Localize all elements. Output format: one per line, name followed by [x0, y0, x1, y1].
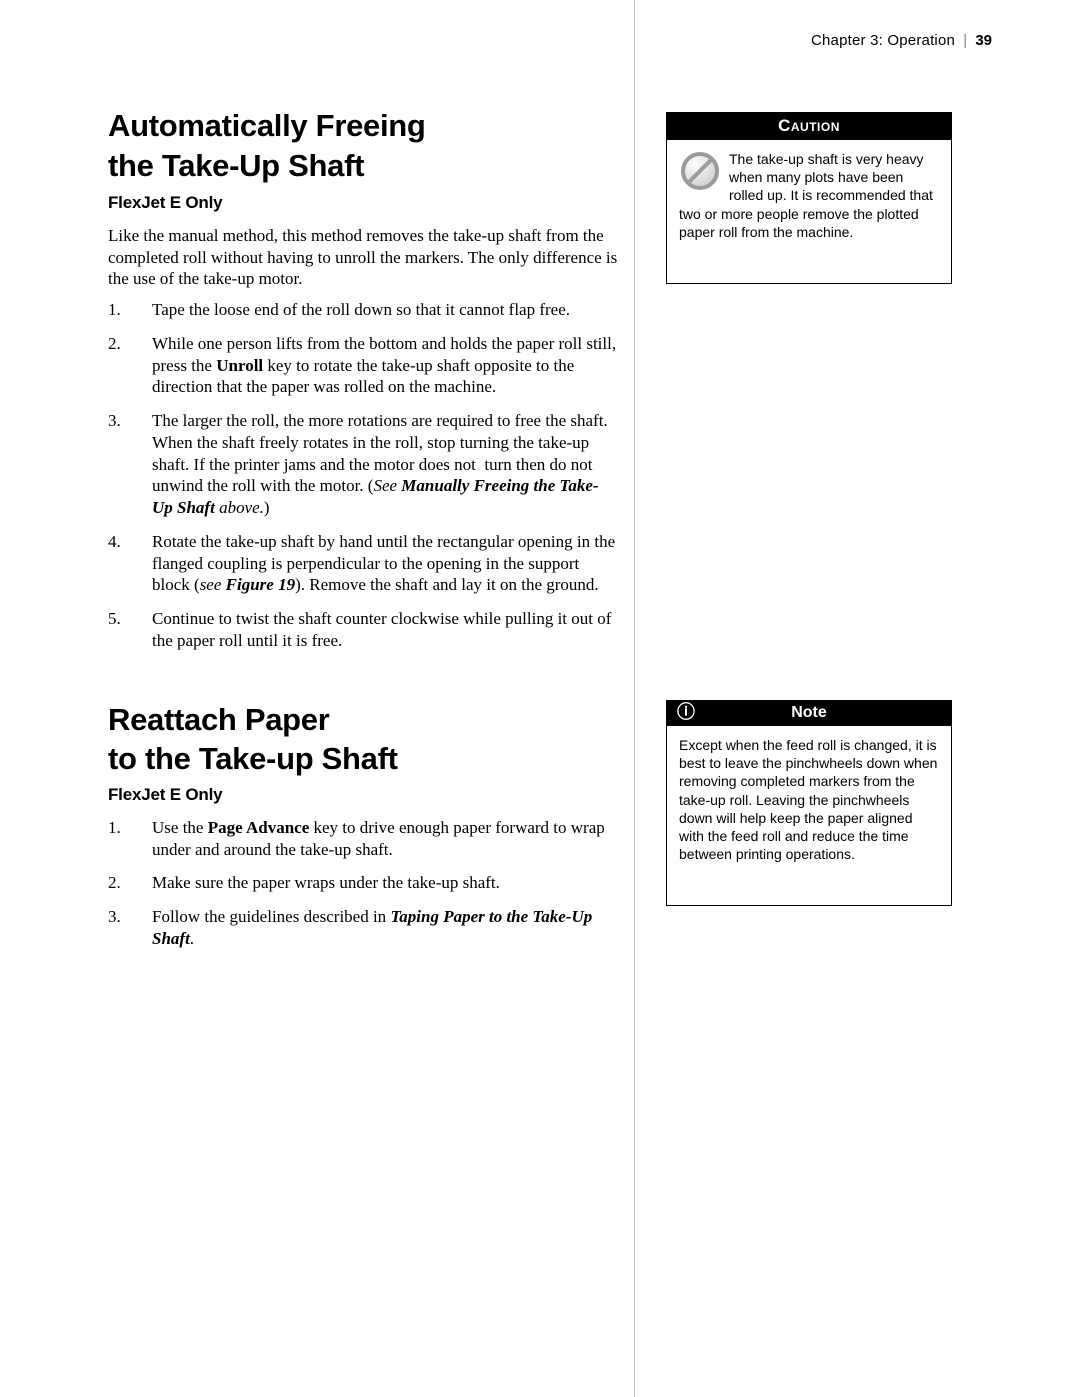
- page-header: Chapter 3: Operation | 39: [811, 32, 992, 49]
- section1-subhead: FlexJet E Only: [108, 193, 618, 213]
- chapter-label: Chapter 3: Operation: [811, 32, 955, 49]
- step-item: Continue to twist the shaft counter cloc…: [108, 608, 618, 652]
- section1-title: Automatically Freeing the Take-Up Shaft: [108, 106, 618, 185]
- step-item: Rotate the take-up shaft by hand until t…: [108, 531, 618, 596]
- section2-steps: Use the Page Advance key to drive enough…: [108, 817, 618, 950]
- section1-intro: Like the manual method, this method remo…: [108, 225, 618, 289]
- section2-title: Reattach Paper to the Take-up Shaft: [108, 700, 618, 779]
- step-item: Make sure the paper wraps under the take…: [108, 872, 618, 894]
- page: Chapter 3: Operation | 39 Automatically …: [0, 0, 1080, 1397]
- caution-callout: Caution The take-up shaft is very heavy …: [666, 112, 952, 284]
- header-separator: |: [963, 32, 967, 49]
- vertical-divider: [634, 0, 635, 1397]
- caution-header: Caution: [667, 113, 951, 140]
- prohibit-icon: [679, 150, 721, 192]
- note-callout: ⓘ Note Except when the feed roll is chan…: [666, 700, 952, 906]
- page-number: 39: [975, 32, 992, 49]
- main-column: Automatically Freeing the Take-Up Shaft …: [108, 106, 618, 962]
- section1-title-line2: the Take-Up Shaft: [108, 148, 364, 183]
- section1-title-line1: Automatically Freeing: [108, 108, 426, 143]
- note-label: Note: [791, 704, 827, 721]
- section2-title-line1: Reattach Paper: [108, 702, 330, 737]
- section1-steps: Tape the loose end of the roll down so t…: [108, 299, 618, 652]
- step-item: Follow the guidelines described in Tapin…: [108, 906, 618, 950]
- info-icon: ⓘ: [677, 703, 695, 721]
- step-item: Tape the loose end of the roll down so t…: [108, 299, 618, 321]
- step-item: Use the Page Advance key to drive enough…: [108, 817, 618, 861]
- step-item: The larger the roll, the more rotations …: [108, 410, 618, 519]
- step-item: While one person lifts from the bottom a…: [108, 333, 618, 398]
- section2-title-line2: to the Take-up Shaft: [108, 741, 398, 776]
- note-body: Except when the feed roll is changed, it…: [667, 726, 951, 905]
- note-header: ⓘ Note: [667, 701, 951, 726]
- section2-subhead: FlexJet E Only: [108, 785, 618, 805]
- caution-body: The take-up shaft is very heavy when man…: [667, 140, 951, 283]
